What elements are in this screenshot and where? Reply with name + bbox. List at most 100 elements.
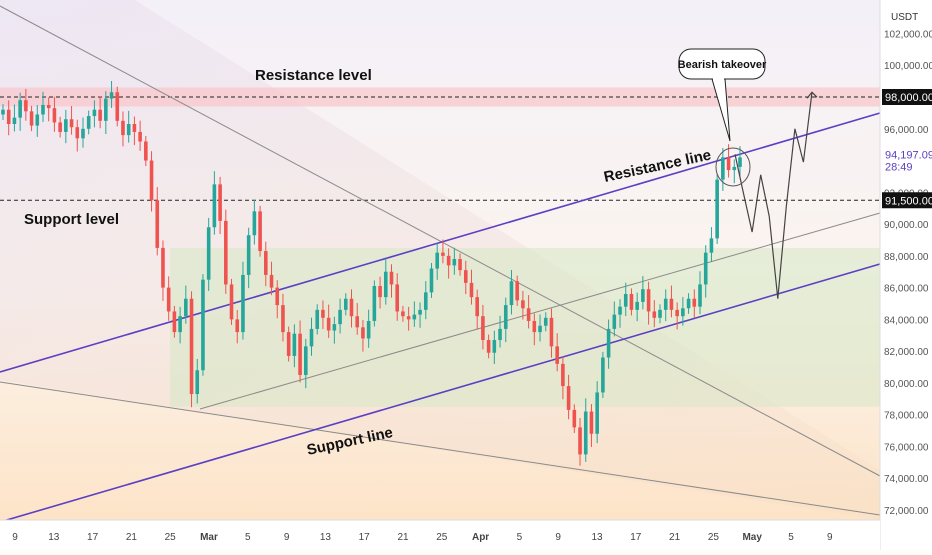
y-tick-label: 78,000.00 xyxy=(884,411,929,422)
candle-body xyxy=(726,157,731,171)
candle-body xyxy=(258,211,262,252)
candle xyxy=(669,285,674,318)
candle-body xyxy=(281,305,285,333)
candle xyxy=(441,239,445,264)
candle-body xyxy=(309,328,314,347)
candle-body xyxy=(481,316,485,341)
candle xyxy=(224,209,228,294)
candle xyxy=(486,334,491,359)
candle-body xyxy=(64,119,68,132)
candle xyxy=(338,298,342,334)
candle-body xyxy=(692,298,697,307)
x-tick-label: 21 xyxy=(397,532,409,543)
candle xyxy=(332,316,337,344)
candle-body xyxy=(229,284,234,320)
candle xyxy=(526,295,531,329)
candle-body xyxy=(709,238,714,253)
candle-body xyxy=(703,252,708,285)
candle-body xyxy=(195,370,200,395)
candle xyxy=(606,319,611,369)
y-tick-label: 82,000.00 xyxy=(884,347,929,358)
candle xyxy=(178,306,182,344)
projection-arrowhead xyxy=(806,91,818,99)
candle-body xyxy=(218,184,222,221)
candle-body xyxy=(623,293,628,307)
candle xyxy=(469,269,474,305)
candle-body xyxy=(315,309,320,329)
y-tick-label: 76,000.00 xyxy=(884,442,929,453)
candle xyxy=(721,147,725,191)
candle-body xyxy=(652,311,657,318)
projection-path xyxy=(734,92,813,299)
candle-body xyxy=(372,286,377,321)
x-tick-label: 13 xyxy=(320,532,332,543)
candle xyxy=(258,205,262,257)
x-tick-label: 9 xyxy=(827,532,833,543)
candle xyxy=(138,120,142,151)
candle-body xyxy=(658,309,662,318)
candle-body xyxy=(549,317,554,347)
candle xyxy=(195,358,200,404)
candle xyxy=(572,404,577,433)
candle xyxy=(64,109,68,144)
candle xyxy=(383,258,388,305)
candle-body xyxy=(35,114,40,126)
candle xyxy=(189,291,194,408)
candle xyxy=(275,280,280,319)
candle-body xyxy=(235,319,240,333)
wedge-lower-line xyxy=(0,381,881,516)
candle xyxy=(446,248,451,279)
candle xyxy=(555,333,559,372)
candle-body xyxy=(669,298,674,310)
candle-body xyxy=(675,309,679,317)
candle-body xyxy=(532,320,537,333)
candle xyxy=(292,324,297,368)
candle-body xyxy=(538,325,542,333)
y-tick-label: 100,000.00 xyxy=(884,61,932,72)
candle xyxy=(12,104,17,132)
candle xyxy=(206,217,211,291)
candle-body xyxy=(115,92,120,121)
x-tick-label: 21 xyxy=(126,532,138,543)
candle-body xyxy=(663,298,668,310)
range-box xyxy=(170,247,880,407)
candle xyxy=(1,104,5,121)
candle-body xyxy=(423,292,428,310)
candle xyxy=(623,282,628,317)
candle-body xyxy=(361,327,365,339)
candle-body xyxy=(435,252,440,269)
candle xyxy=(144,135,148,167)
mid-channel-line xyxy=(199,212,881,410)
candle-body xyxy=(18,100,22,118)
x-tick-label: 21 xyxy=(669,532,681,543)
candle xyxy=(241,261,245,340)
candle xyxy=(646,281,651,325)
level-price-tag: 98,000.00 xyxy=(882,89,932,105)
support-channel-line xyxy=(0,263,881,523)
candle-body xyxy=(412,314,417,320)
candle-body xyxy=(469,282,474,298)
x-tick-label: May xyxy=(742,532,762,543)
candle-body xyxy=(252,211,257,236)
candle-body xyxy=(646,289,651,312)
candle xyxy=(692,289,697,318)
candle xyxy=(521,290,525,320)
level-tag-text: 91,500.00 xyxy=(885,195,932,207)
candle xyxy=(109,80,114,108)
candle-body xyxy=(509,281,514,306)
candle-body xyxy=(1,109,5,115)
candle xyxy=(24,88,28,121)
candle xyxy=(675,302,679,330)
candle-body xyxy=(629,293,634,310)
candle-body xyxy=(86,116,91,129)
candle-body xyxy=(178,316,182,333)
candle xyxy=(269,261,274,296)
current-tag-bg xyxy=(882,145,932,176)
candle xyxy=(309,317,314,356)
candle-body xyxy=(161,247,165,288)
level-price-tag: 91,500.00 xyxy=(882,192,932,209)
candle-body xyxy=(526,308,531,321)
x-tick-label: 17 xyxy=(630,532,642,543)
